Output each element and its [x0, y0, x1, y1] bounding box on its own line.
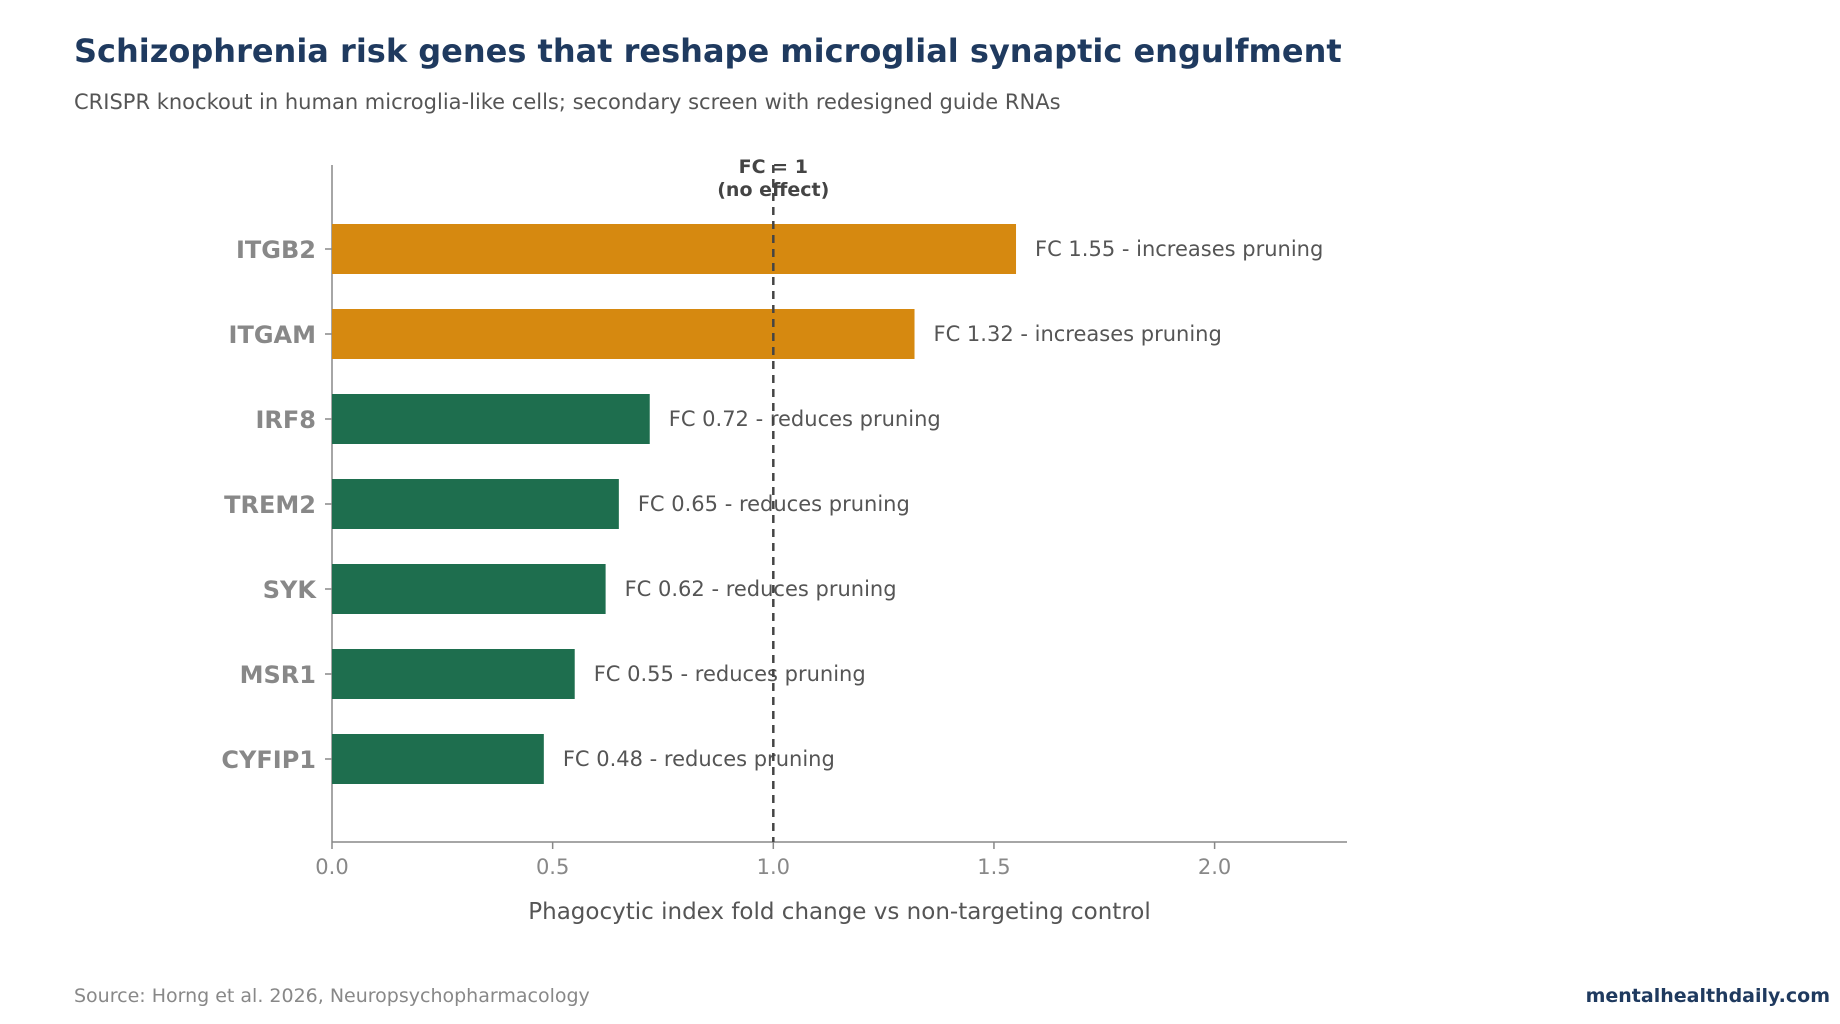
bar-cyfip1: [332, 734, 544, 784]
y-tick-label: IRF8: [255, 406, 316, 434]
bar-itgam: [332, 309, 915, 359]
bar-msr1: [332, 649, 575, 699]
source-note: Source: Horng et al. 2026, Neuropsychoph…: [74, 985, 590, 1007]
x-axis-title: Phagocytic index fold change vs non-targ…: [528, 899, 1150, 925]
data-label: FC 0.48 - reduces pruning: [563, 747, 835, 771]
bar-syk: [332, 564, 606, 614]
y-tick-label: ITGB2: [236, 236, 316, 264]
data-label: FC 0.55 - reduces pruning: [594, 662, 866, 686]
x-tick-label: 0.0: [315, 855, 348, 879]
brand-link[interactable]: mentalhealthdaily.com: [1585, 985, 1830, 1007]
y-tick-label: MSR1: [240, 661, 316, 689]
y-tick-label: TREM2: [224, 491, 316, 519]
reference-line-sublabel: (no effect): [717, 179, 829, 201]
y-tick-label: SYK: [263, 576, 318, 604]
reference-line-label: FC = 1: [739, 156, 808, 178]
chart-subtitle: CRISPR knockout in human microglia-like …: [74, 90, 1061, 114]
bar-irf8: [332, 394, 650, 444]
x-tick-label: 1.5: [977, 855, 1010, 879]
x-tick-label: 1.0: [757, 855, 790, 879]
bar-trem2: [332, 479, 619, 529]
y-tick-label: CYFIP1: [221, 746, 316, 774]
x-tick-label: 2.0: [1198, 855, 1231, 879]
data-label: FC 0.72 - reduces pruning: [669, 407, 941, 431]
data-label: FC 1.55 - increases pruning: [1035, 237, 1323, 261]
y-tick-label: ITGAM: [229, 321, 316, 349]
bar-itgb2: [332, 224, 1017, 274]
data-label: FC 1.32 - increases pruning: [934, 322, 1222, 346]
x-tick-label: 0.5: [536, 855, 569, 879]
chart-title: Schizophrenia risk genes that reshape mi…: [74, 32, 1342, 70]
data-label: FC 0.62 - reduces pruning: [625, 577, 897, 601]
